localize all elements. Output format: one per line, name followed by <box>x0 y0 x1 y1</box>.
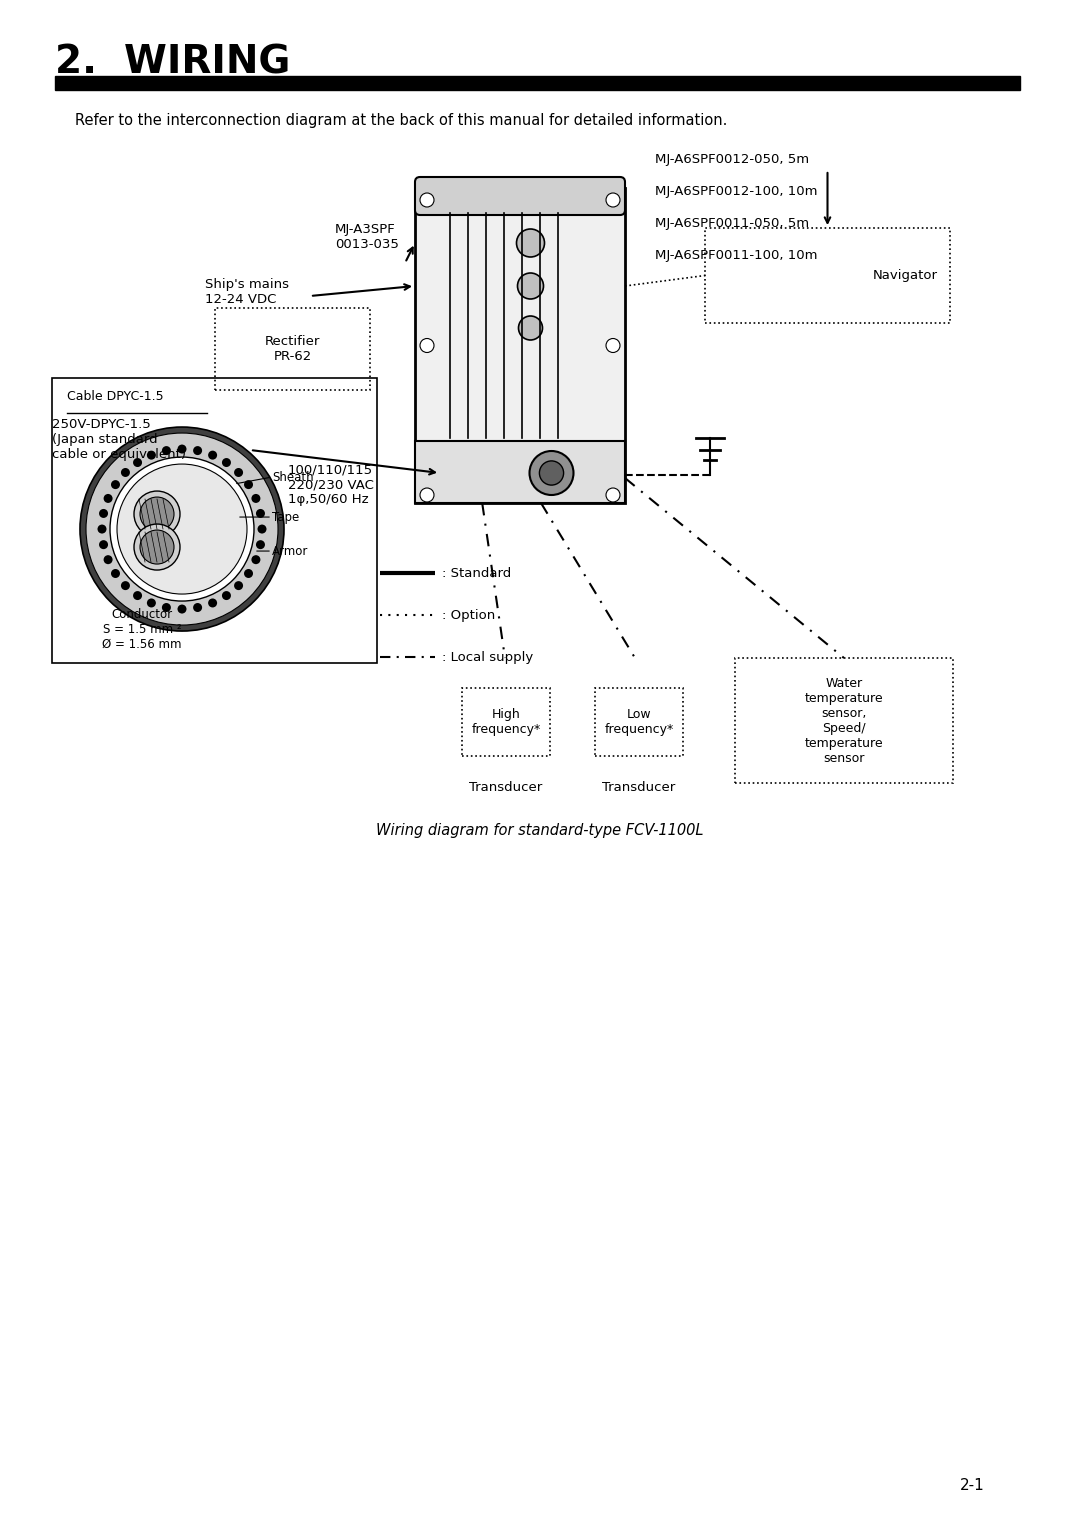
Text: Refer to the interconnection diagram at the back of this manual for detailed inf: Refer to the interconnection diagram at … <box>75 113 727 128</box>
Text: Navigator: Navigator <box>873 269 939 283</box>
Text: : Local supply: : Local supply <box>442 651 534 663</box>
Polygon shape <box>415 188 625 503</box>
Text: 2-1: 2-1 <box>960 1478 985 1493</box>
Circle shape <box>111 568 120 578</box>
Circle shape <box>234 468 243 477</box>
Circle shape <box>99 509 108 518</box>
Circle shape <box>140 530 174 564</box>
Text: Cable DPYC-1.5: Cable DPYC-1.5 <box>67 390 164 403</box>
Circle shape <box>252 494 260 503</box>
Circle shape <box>222 591 231 601</box>
Circle shape <box>162 604 171 613</box>
Circle shape <box>177 605 187 614</box>
Circle shape <box>516 229 544 257</box>
Circle shape <box>606 339 620 353</box>
Text: 250V-DPYC-1.5
(Japan standard
cable or equivalent): 250V-DPYC-1.5 (Japan standard cable or e… <box>52 419 186 461</box>
Circle shape <box>256 541 265 549</box>
Text: Tape: Tape <box>272 510 299 524</box>
Circle shape <box>234 581 243 590</box>
Circle shape <box>244 568 253 578</box>
Circle shape <box>104 494 112 503</box>
Circle shape <box>99 541 108 549</box>
Circle shape <box>539 461 564 484</box>
Circle shape <box>420 339 434 353</box>
Circle shape <box>134 490 180 536</box>
Circle shape <box>134 524 180 570</box>
Circle shape <box>518 316 542 341</box>
Circle shape <box>244 480 253 489</box>
Circle shape <box>147 599 156 608</box>
Circle shape <box>162 446 171 455</box>
Circle shape <box>111 480 120 489</box>
Circle shape <box>121 468 130 477</box>
Circle shape <box>517 274 543 299</box>
Text: Transducer: Transducer <box>603 781 676 795</box>
Circle shape <box>193 446 202 455</box>
Circle shape <box>257 524 267 533</box>
Circle shape <box>104 555 112 564</box>
Text: MJ-A6SPF0011-100, 10m: MJ-A6SPF0011-100, 10m <box>654 249 818 261</box>
Circle shape <box>133 458 143 468</box>
Text: Wiring diagram for standard-type FCV-1100L: Wiring diagram for standard-type FCV-110… <box>376 824 704 837</box>
Text: Water
temperature
sensor,
Speed/
temperature
sensor: Water temperature sensor, Speed/ tempera… <box>805 677 883 764</box>
Text: Conductor
S = 1.5 mm ²
Ø = 1.56 mm: Conductor S = 1.5 mm ² Ø = 1.56 mm <box>103 608 181 651</box>
Circle shape <box>420 487 434 503</box>
Circle shape <box>529 451 573 495</box>
Circle shape <box>222 458 231 468</box>
Circle shape <box>140 497 174 532</box>
Polygon shape <box>55 76 1020 90</box>
Circle shape <box>256 509 265 518</box>
Circle shape <box>208 451 217 460</box>
Circle shape <box>117 465 247 594</box>
Text: Low
frequency*: Low frequency* <box>605 707 674 736</box>
Text: : Standard: : Standard <box>442 567 511 579</box>
Circle shape <box>606 487 620 503</box>
Text: MJ-A3SPF
0013-035: MJ-A3SPF 0013-035 <box>335 223 399 251</box>
Circle shape <box>420 193 434 206</box>
Polygon shape <box>415 442 625 503</box>
Circle shape <box>208 599 217 608</box>
Circle shape <box>252 555 260 564</box>
Text: : Option: : Option <box>442 608 496 622</box>
Text: Armor: Armor <box>272 544 309 558</box>
Text: Ship's mains
12-24 VDC: Ship's mains 12-24 VDC <box>205 278 289 306</box>
Circle shape <box>97 524 107 533</box>
Text: Transducer: Transducer <box>470 781 542 795</box>
Circle shape <box>80 426 284 631</box>
Text: Rectifier
PR-62: Rectifier PR-62 <box>265 335 320 364</box>
Circle shape <box>177 445 187 454</box>
Circle shape <box>133 591 143 601</box>
Text: 2.  WIRING: 2. WIRING <box>55 43 291 81</box>
Circle shape <box>86 432 278 625</box>
Circle shape <box>193 604 202 613</box>
Text: MJ-A6SPF0012-100, 10m: MJ-A6SPF0012-100, 10m <box>654 185 818 199</box>
Circle shape <box>121 581 130 590</box>
Circle shape <box>606 193 620 206</box>
Text: MJ-A6SPF0011-050, 5m: MJ-A6SPF0011-050, 5m <box>654 217 809 231</box>
Text: MJ-A6SPF0012-050, 5m: MJ-A6SPF0012-050, 5m <box>654 153 809 167</box>
Circle shape <box>147 451 156 460</box>
Text: 100/110/115
220/230 VAC
1φ,50/60 Hz: 100/110/115 220/230 VAC 1φ,50/60 Hz <box>288 463 374 506</box>
Text: Sheath: Sheath <box>272 471 313 483</box>
FancyBboxPatch shape <box>415 177 625 215</box>
Text: High
frequency*: High frequency* <box>471 707 541 736</box>
Circle shape <box>110 457 254 601</box>
